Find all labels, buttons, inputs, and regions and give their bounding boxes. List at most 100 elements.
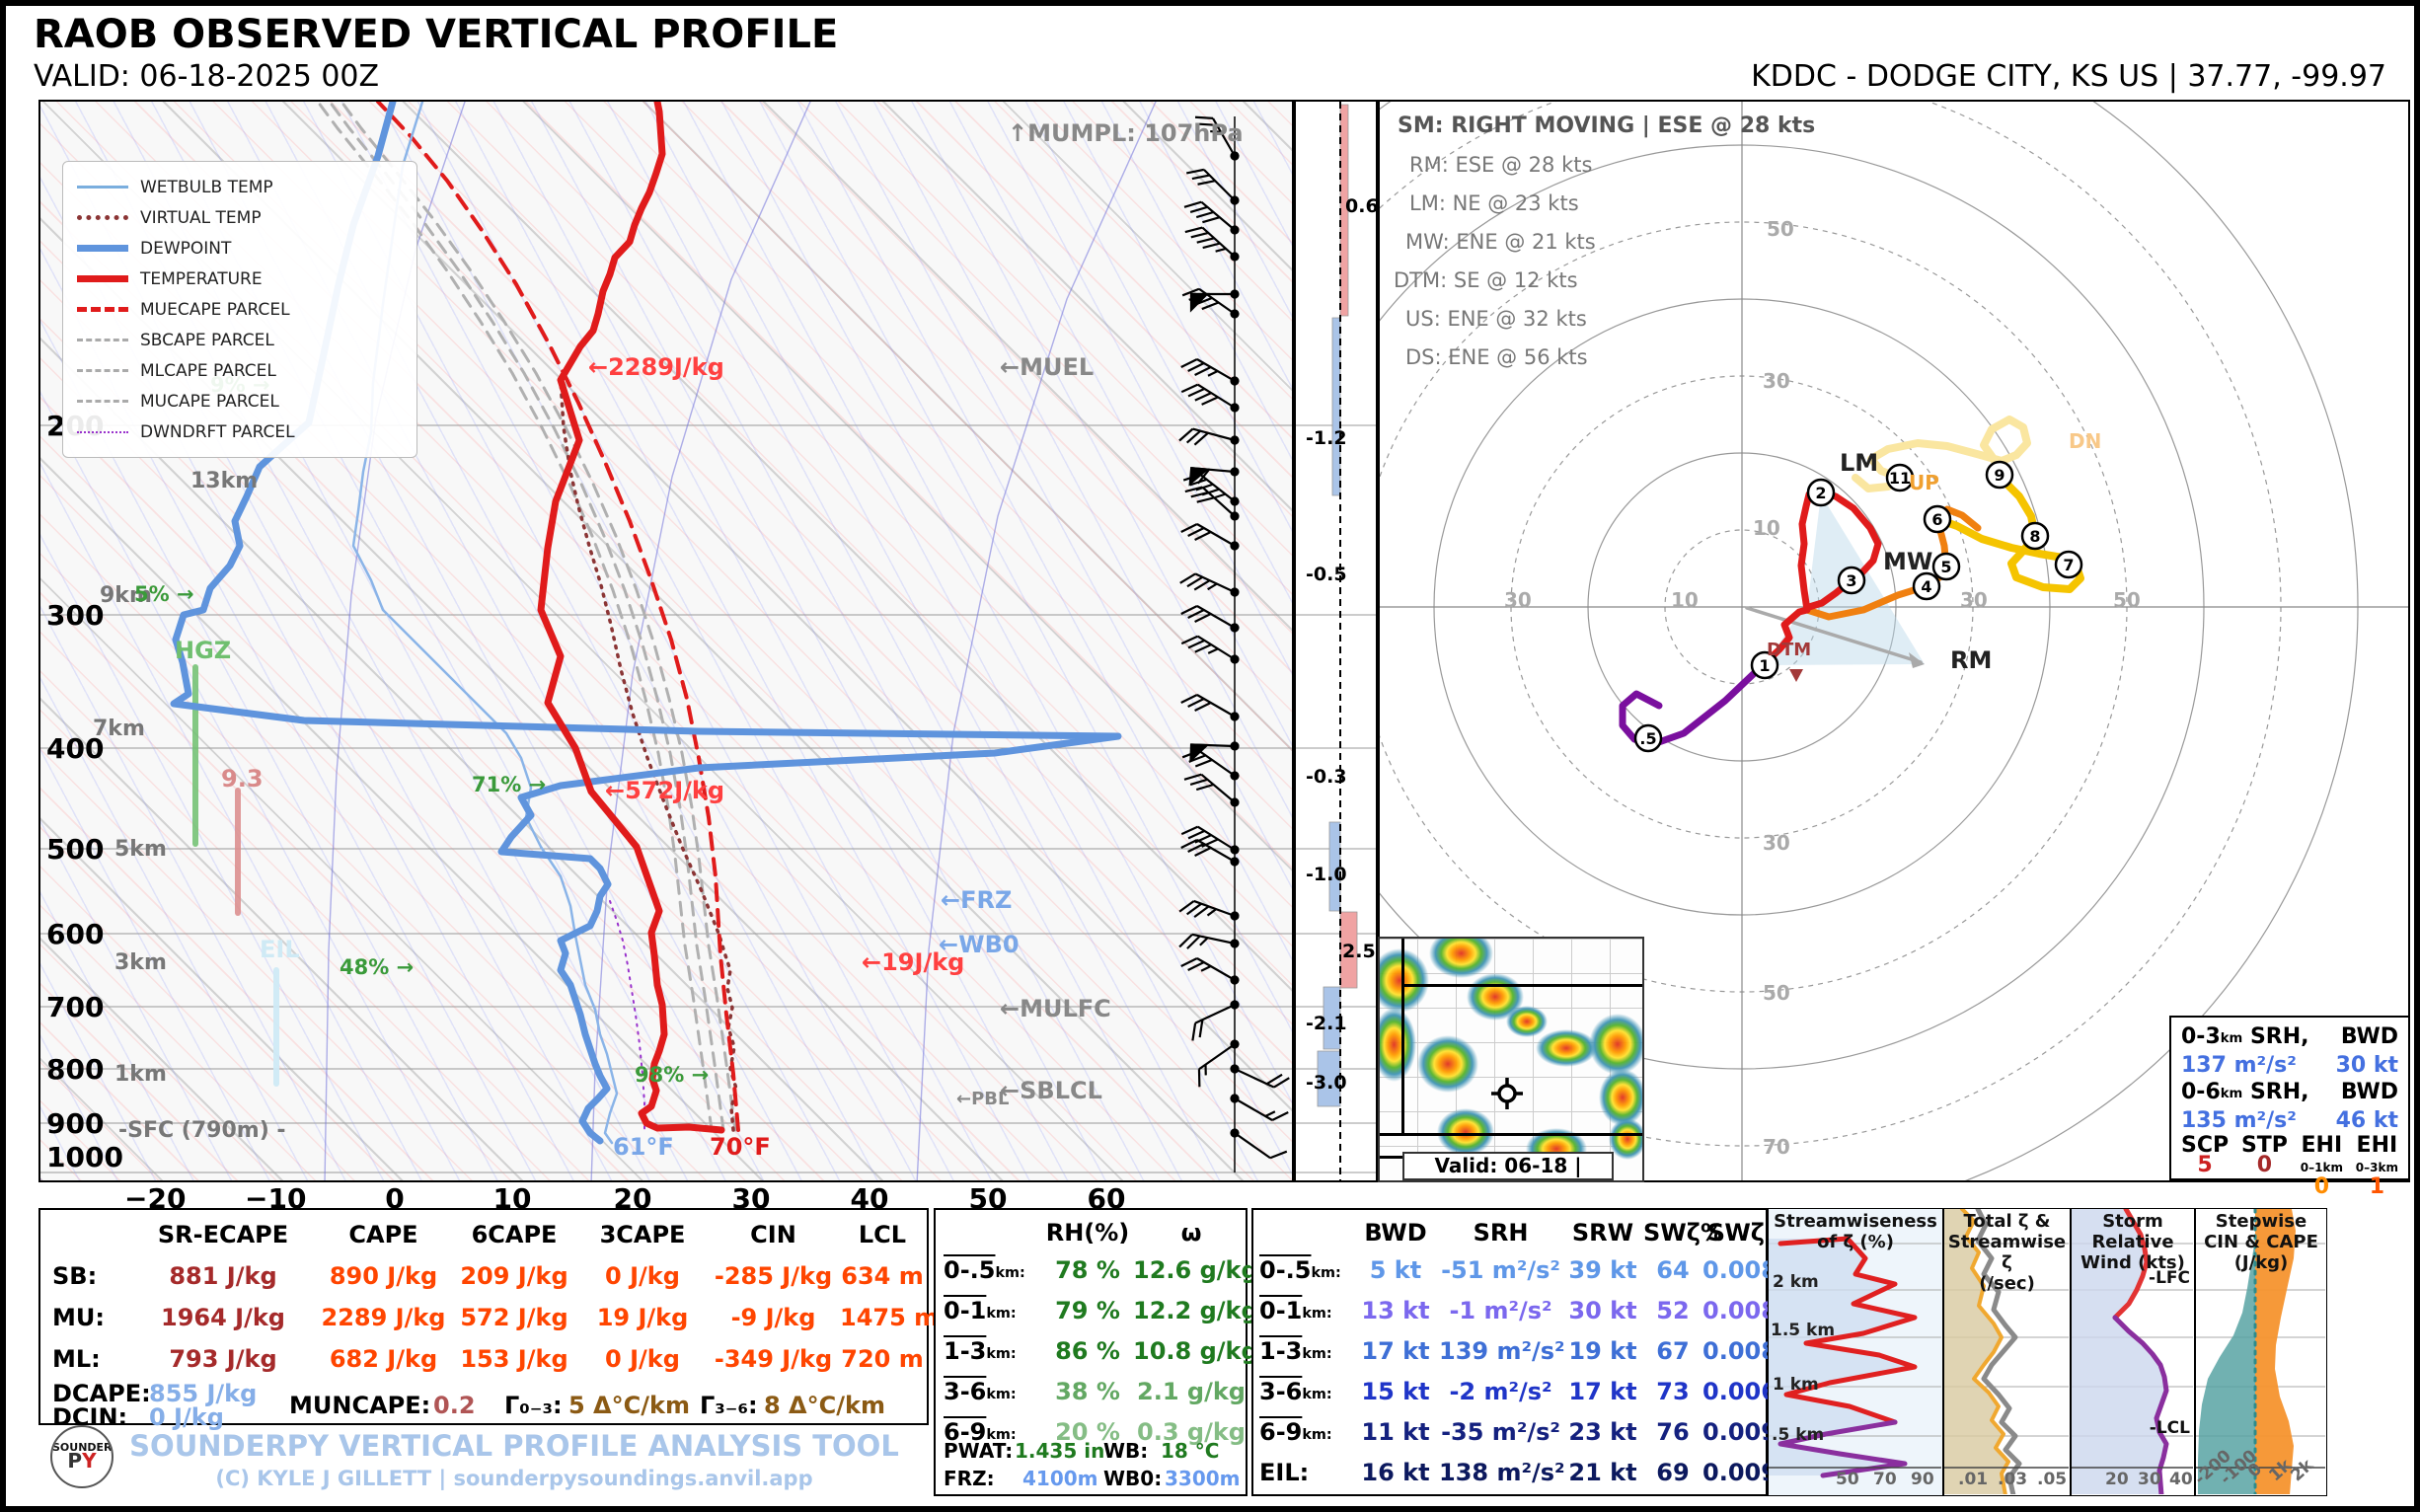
height-label: 13km — [190, 469, 259, 493]
cape-annotation: ←572J/kg — [605, 777, 725, 804]
omega-value: -3.0 — [1306, 1072, 1347, 1094]
dwndrft-line-icon — [77, 430, 128, 433]
legend-item: DWNDRFT PARCEL — [77, 416, 403, 447]
omega-value: 2.5 — [1342, 941, 1376, 962]
storm-motion-line: RM: ESE @ 28 kts — [1409, 153, 1593, 177]
skewt-legend: WETBULB TEMP VIRTUAL TEMP DEWPOINT TEMPE… — [62, 161, 417, 458]
rh-annotation: 5% → — [134, 582, 194, 606]
svg-text:2: 2 — [1815, 484, 1826, 502]
storm-motion-main: SM: RIGHT MOVING | ESE @ 28 kts — [1398, 113, 1816, 138]
legend-item: MLCAPE PARCEL — [77, 355, 403, 386]
site-crosshair-icon — [1491, 1078, 1523, 1109]
cape-annotation: ←19J/kg — [862, 948, 965, 976]
lfc-marker: -LFC — [2149, 1268, 2190, 1288]
muecape-line-icon — [77, 307, 128, 312]
storm-motion-line: US: ENE @ 32 kts — [1405, 307, 1587, 331]
pressure-label: 1000 — [46, 1141, 123, 1173]
ring-label: 30 — [1960, 588, 1988, 612]
skewt-panel: WETBULB TEMP VIRTUAL TEMP DEWPOINT TEMPE… — [38, 100, 1294, 1182]
legend-item: TEMPERATURE — [77, 264, 403, 294]
srh-header-row: 0-6km SRH, BWD — [2181, 1080, 2398, 1104]
wb-value: 18 °C — [1161, 1439, 1220, 1463]
legend-label: WETBULB TEMP — [140, 177, 273, 197]
legend-item: DEWPOINT — [77, 233, 403, 264]
pressure-label: 900 — [46, 1107, 105, 1140]
svg-text:11: 11 — [1889, 469, 1911, 488]
svg-text:4: 4 — [1921, 577, 1931, 596]
surface-temp-value: 70°F — [710, 1133, 771, 1161]
ring-label: 50 — [1763, 981, 1790, 1005]
dn-label: DN — [2069, 429, 2102, 453]
ehi3-value: 1 — [2369, 1174, 2385, 1199]
svg-text:7: 7 — [2063, 556, 2074, 574]
rh-annotation: 48% → — [340, 955, 415, 979]
cape-annotation: ←2289J/kg — [588, 353, 724, 381]
pbl-annotation: ←PBL — [956, 1089, 1010, 1109]
omega-value: -1.2 — [1306, 427, 1347, 449]
shear-table: BWD SRH SRW SWζ% SWζ 0-.5km: 5 kt -51 m²/… — [1251, 1208, 1777, 1496]
legend-label: MUECAPE PARCEL — [140, 299, 290, 320]
wetbulb-line-icon — [77, 186, 128, 189]
height-label: 7km — [93, 717, 145, 741]
legend-item: SBCAPE PARCEL — [77, 325, 403, 355]
lapse-rate-3-6: 8 Δ°C/km — [764, 1392, 885, 1419]
footer-tool-name: SOUNDERPY VERTICAL PROFILE ANALYSIS TOOL — [129, 1429, 899, 1463]
muel-annotation: ←MUEL — [1000, 353, 1095, 381]
pressure-label: 400 — [46, 732, 105, 765]
state-border — [1401, 984, 1642, 987]
virtualtemp-line-icon — [77, 215, 128, 220]
eil-annotation: EIL — [260, 936, 300, 963]
ring-label: 30 — [1763, 831, 1790, 855]
muncape-value: 0.2 — [433, 1392, 476, 1419]
rh-table: RH(%) ω 0-.5km: 78 % 12.6 g/kg 0-1km: 79 … — [934, 1208, 1258, 1496]
svg-text:6: 6 — [1931, 510, 1942, 529]
rh-annotation: 71% → — [472, 773, 547, 796]
omega-plot — [1296, 102, 1376, 1180]
sbcape-line-icon — [77, 339, 128, 341]
wb0-annotation: ←WB0 — [939, 931, 1020, 958]
storm-motion-line: MW: ENE @ 21 kts — [1405, 230, 1596, 254]
pressure-label: 600 — [46, 918, 105, 950]
mumpl-annotation: ↑MUMPL: 107hPa — [1008, 119, 1244, 147]
composite-index-row: SCP 5 STP 0 EHI 0–1km 0 EHI 0–3km 1 — [2181, 1133, 2398, 1199]
srh-header-row: 0-3km SRH, BWD — [2181, 1024, 2398, 1049]
streamwiseness-panel: Streamwiseness of ζ (%) 2 km 1.5 km 1 km … — [1768, 1208, 1943, 1496]
sounderpy-logo: SOUNDER PY — [50, 1425, 113, 1488]
omega-value: -2.1 — [1306, 1013, 1347, 1034]
height-label: 5km — [114, 837, 167, 862]
valid-time: VALID: 06-18-2025 00Z — [34, 59, 380, 94]
ehi1-value: 0 — [2313, 1174, 2330, 1199]
rh-annotation: 98% → — [635, 1063, 710, 1087]
surface-label: -SFC (790m) - — [118, 1118, 286, 1143]
legend-label: DEWPOINT — [140, 238, 232, 259]
temp-axis-label: 0 — [385, 1182, 405, 1215]
lapse-rate-0-3: 5 Δ°C/km — [568, 1392, 690, 1419]
svg-text:5: 5 — [1940, 558, 1951, 576]
wbz-annotation: 9.3 — [221, 765, 264, 793]
dewpoint-line-icon — [77, 245, 128, 252]
legend-label: DWNDRFT PARCEL — [140, 421, 295, 442]
legend-item: MUECAPE PARCEL — [77, 294, 403, 325]
ring-label: 10 — [1671, 588, 1699, 612]
legend-label: VIRTUAL TEMP — [140, 207, 262, 228]
pressure-label: 800 — [46, 1053, 105, 1086]
ring-label: 70 — [1763, 1135, 1790, 1159]
ring-label: 10 — [1753, 516, 1780, 540]
omega-value: -1.0 — [1306, 864, 1347, 885]
lm-label: LM — [1840, 449, 1879, 477]
ring-label: 30 — [1504, 588, 1532, 612]
mlcape-line-icon — [77, 369, 128, 372]
surface-dewpoint-value: 61°F — [613, 1133, 674, 1161]
stepwise-cin-cape-panel: Stepwise CIN & CAPE (J/kg) -200 -100 0 1k … — [2195, 1208, 2327, 1496]
omega-strip: 0.6 -1.2 -0.5 -0.3 -1.0 2.5 -2.1 -3.0 — [1294, 100, 1379, 1182]
pressure-label: 300 — [46, 599, 105, 632]
legend-label: MLCAPE PARCEL — [140, 360, 276, 381]
scp-value: 5 — [2197, 1153, 2213, 1177]
ring-label: 30 — [1763, 369, 1790, 393]
dcin-value: 0 J/kg — [149, 1403, 224, 1431]
omega-value: -0.5 — [1306, 564, 1347, 585]
legend-label: SBCAPE PARCEL — [140, 330, 274, 350]
legend-item: MUCAPE PARCEL — [77, 386, 403, 416]
